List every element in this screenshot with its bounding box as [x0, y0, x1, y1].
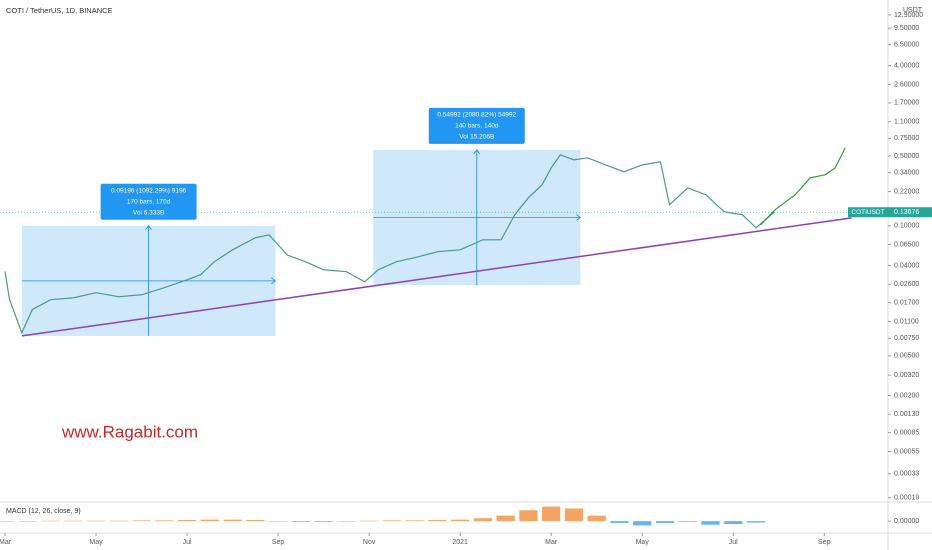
price-line — [4, 154, 775, 335]
y-tick-label: 0.04000 — [894, 262, 919, 269]
macd-bar — [177, 520, 197, 522]
x-tick-label: Nov — [363, 539, 376, 546]
chart-title: COTI / TetherUS, 1D, BINANCE — [6, 6, 113, 15]
axis-unit: USDT — [903, 7, 923, 14]
x-tick-label: Jul — [729, 539, 738, 546]
macd-bar — [86, 520, 106, 522]
macd-bar — [246, 520, 265, 522]
x-tick-label: Jul — [183, 539, 192, 546]
measure-label: 0.54992 (2080.82%) 54992 — [437, 112, 516, 119]
measure-label: Vol 15.206B — [459, 134, 494, 141]
y-tick-label: 0.00055 — [894, 448, 919, 455]
macd-bar — [724, 521, 743, 525]
y-tick-label: 0.00320 — [894, 372, 919, 379]
macd-bar — [746, 521, 766, 523]
x-tick-label: May — [636, 539, 650, 546]
x-tick-label: Mar — [0, 539, 12, 546]
macd-bar — [451, 519, 470, 522]
measure-label: 140 bars, 140d — [455, 123, 499, 130]
y-tick-label: 0.00019 — [894, 494, 919, 501]
macd-title: MACD (12, 26, close, 9) — [6, 508, 81, 515]
macd-bar — [496, 515, 515, 522]
measure-arrow — [473, 149, 581, 221]
macd-bar — [41, 520, 60, 522]
y-tick-label: 0.34000 — [894, 170, 919, 177]
y-tick-label: 0.75000 — [894, 135, 919, 142]
y-tick-label: 0.10000 — [894, 223, 919, 230]
y-tick-label: 0.00033 — [894, 471, 919, 478]
macd-bar — [633, 521, 652, 526]
macd-bar — [64, 520, 83, 522]
macd-bar — [18, 521, 37, 522]
trendline — [21, 217, 852, 337]
macd-bar — [610, 521, 629, 523]
macd-bar — [337, 521, 356, 522]
x-tick-label: Sep — [818, 539, 831, 546]
symbol-label-box — [848, 207, 888, 218]
macd-bar — [701, 521, 720, 525]
macd-bar — [678, 521, 697, 522]
x-tick-label: 2021 — [452, 539, 468, 546]
macd-bar — [200, 519, 219, 522]
y-tick-label: 0.01100 — [894, 318, 919, 325]
y-tick-label: 0.50000 — [894, 153, 919, 160]
macd-bar — [564, 508, 584, 522]
macd-bar — [655, 521, 675, 523]
macd-bar — [291, 521, 310, 522]
macd-bar — [0, 521, 15, 522]
price-label: 0.13676 — [894, 209, 919, 216]
measure-label: Vol 6.333B — [133, 210, 164, 217]
macd-bar — [360, 520, 379, 522]
macd-bar — [519, 510, 538, 522]
watermark: www.Ragabit.com — [61, 422, 198, 441]
price-line — [760, 147, 846, 226]
measure-label-box — [100, 183, 197, 220]
macd-tick-label: 0.00000 — [894, 518, 919, 525]
x-tick-label: Mar — [545, 539, 558, 546]
price-label-box — [888, 207, 932, 218]
macd-bar — [109, 520, 128, 522]
macd-bar — [382, 520, 401, 522]
y-tick-label: 0.00200 — [894, 392, 919, 399]
y-tick-label: 0.00130 — [894, 411, 919, 418]
macd-bar — [405, 520, 424, 522]
y-tick-label: 4.00000 — [894, 63, 919, 70]
y-tick-label: 12.90000 — [894, 12, 923, 19]
y-tick-label: 9.50000 — [894, 25, 919, 32]
symbol-label: COTIUSDT — [851, 209, 884, 216]
macd-bar — [132, 520, 151, 522]
y-tick-label: 0.06500 — [894, 241, 919, 248]
y-tick-label: 2.60000 — [894, 81, 919, 88]
macd-bar — [155, 520, 174, 522]
y-tick-label: 1.70000 — [894, 100, 919, 107]
x-tick-label: May — [89, 539, 103, 546]
y-tick-label: 0.00750 — [894, 335, 919, 342]
x-tick-label: Sep — [272, 539, 285, 546]
y-tick-label: 0.00085 — [894, 429, 919, 436]
y-tick-label: 0.00500 — [894, 353, 919, 360]
macd-bar — [542, 506, 561, 522]
y-tick-label: 0.01700 — [894, 300, 919, 307]
y-tick-label: 0.22000 — [894, 188, 919, 195]
measure-label: 170 bars, 170d — [127, 199, 171, 206]
measure-label: 0.09196 (1092.29%) 9196 — [111, 188, 187, 195]
macd-bar — [473, 518, 493, 522]
measure-arrow — [145, 225, 277, 285]
macd-bar — [314, 521, 333, 522]
macd-bar — [587, 515, 606, 522]
measure-label-box — [428, 107, 525, 144]
y-tick-label: 1.10000 — [894, 119, 919, 126]
y-tick-label: 6.50000 — [894, 42, 919, 49]
macd-bar — [428, 520, 447, 522]
macd-bar — [223, 519, 242, 522]
macd-bar — [268, 521, 288, 522]
y-tick-label: 0.02600 — [894, 281, 919, 288]
